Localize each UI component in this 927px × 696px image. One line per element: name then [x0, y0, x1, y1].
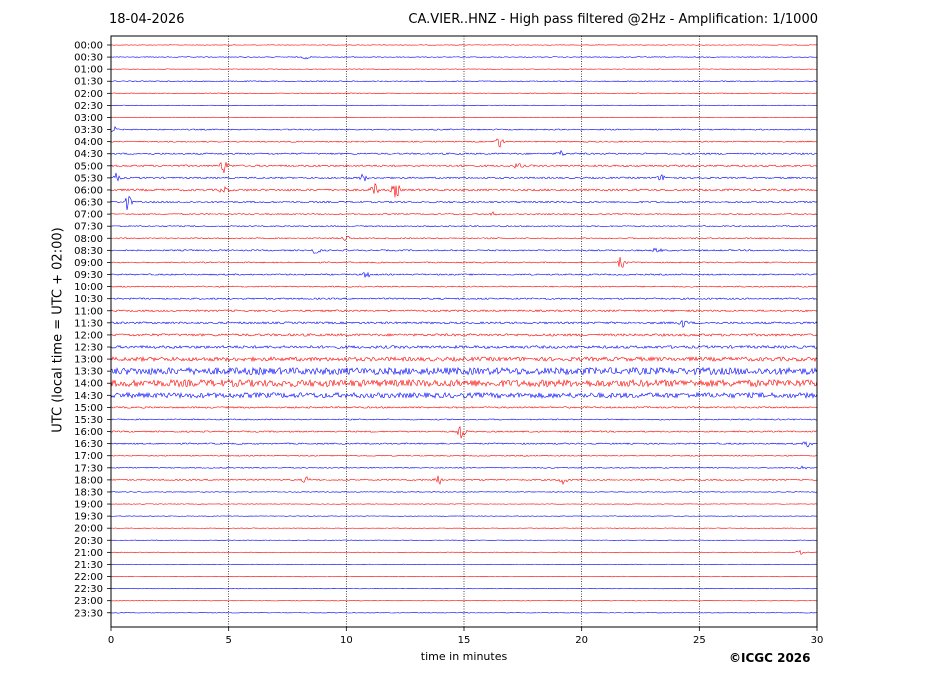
trace-row-0530	[110, 172, 818, 182]
trace-row-0400	[110, 138, 818, 148]
trace-row-2330	[110, 612, 818, 614]
y-tick-label: 21:30	[74, 560, 103, 571]
y-tick-label: 01:00	[74, 65, 103, 76]
y-tick-label: 22:30	[74, 584, 103, 595]
x-tick-label: 10	[340, 635, 353, 646]
trace-row-0030	[110, 55, 818, 60]
trace-row-0230	[110, 104, 818, 107]
trace-group	[110, 44, 818, 614]
y-tick-label: 19:30	[74, 512, 103, 523]
trace-row-1630	[110, 441, 818, 448]
trace-row-1400	[110, 378, 818, 388]
trace-row-1300	[110, 355, 818, 363]
trace-row-2300	[110, 600, 818, 602]
trace-row-0300	[110, 116, 818, 119]
y-tick-label: 13:30	[74, 367, 103, 378]
trace-row-0700	[110, 211, 818, 216]
y-tick-label: 19:00	[74, 500, 103, 511]
trace-row-1200	[110, 333, 818, 337]
y-tick-label: 11:00	[74, 306, 103, 317]
x-tick-label: 20	[575, 635, 588, 646]
y-tick-label: 05:00	[74, 161, 103, 172]
y-tick-label: 07:00	[74, 210, 103, 221]
trace-row-0830	[110, 247, 818, 254]
y-tick-label: 00:00	[74, 41, 103, 52]
y-tick-label: 00:30	[74, 53, 103, 64]
trace-row-0730	[110, 225, 818, 228]
y-tick-label: 09:00	[74, 258, 103, 269]
y-tick-label: 08:00	[74, 234, 103, 245]
y-tick-label: 15:00	[74, 403, 103, 414]
trace-row-0630	[110, 195, 818, 210]
trace-row-2000	[110, 527, 818, 529]
y-tick-label: 16:30	[74, 439, 103, 450]
y-tick-label: 04:00	[74, 137, 103, 148]
y-tick-label: 20:30	[74, 536, 103, 547]
y-tick-label: 23:00	[74, 596, 103, 607]
plot-frame	[110, 35, 818, 628]
vertical-gridlines	[228, 36, 700, 627]
date-label: 18-04-2026	[109, 12, 185, 27]
y-tick-label: 23:30	[74, 608, 103, 619]
y-tick-label: 10:00	[74, 282, 103, 293]
y-tick-label: 04:30	[74, 149, 103, 160]
trace-row-1230	[110, 344, 818, 350]
trace-row-1730	[110, 465, 818, 470]
y-tick-label: 03:30	[74, 125, 103, 136]
y-tick-label: 01:30	[74, 77, 103, 88]
y-tick-label: 10:30	[74, 294, 103, 305]
x-tick-group: 0 5 10 15 20 25 30	[108, 627, 824, 646]
x-tick-label: 30	[811, 635, 824, 646]
x-tick-label: 15	[458, 635, 471, 646]
trace-row-0000	[110, 44, 818, 46]
trace-row-0900	[110, 256, 818, 268]
y-tick-label: 20:00	[74, 524, 103, 535]
trace-row-1330	[110, 366, 818, 376]
y-tick-label: 16:00	[74, 427, 103, 438]
y-tick-label: 11:30	[74, 318, 103, 329]
x-tick-label: 25	[693, 635, 706, 646]
trace-row-0600	[110, 182, 818, 198]
y-tick-label: 17:30	[74, 463, 103, 474]
y-tick-label: 05:30	[74, 173, 103, 184]
y-tick-label: 08:30	[74, 246, 103, 257]
trace-row-0330	[110, 126, 818, 132]
y-tick-label: 06:00	[74, 185, 103, 196]
chart-title: CA.VIER..HNZ - High pass filtered @2Hz -…	[408, 12, 818, 27]
y-tick-label: 18:30	[74, 487, 103, 498]
y-tick-label: 13:00	[74, 355, 103, 366]
trace-row-1700	[110, 454, 818, 457]
copyright-label: ©ICGC 2026	[729, 651, 811, 665]
y-tick-label: 02:00	[74, 89, 103, 100]
x-tick-label: 5	[225, 635, 231, 646]
trace-row-0200	[110, 92, 818, 95]
y-tick-label: 12:30	[74, 343, 103, 354]
y-tick-label: 09:30	[74, 270, 103, 281]
y-tick-label: 02:30	[74, 101, 103, 112]
y-tick-label: 06:30	[74, 198, 103, 209]
y-tick-label: 21:00	[74, 548, 103, 559]
trace-row-0930	[110, 271, 818, 278]
y-tick-label: 03:00	[74, 113, 103, 124]
x-tick-label: 0	[108, 635, 114, 646]
trace-row-2100	[110, 549, 818, 555]
y-tick-label: 18:00	[74, 475, 103, 486]
y-tick-group: 00:0000:3001:0001:3002:0002:3003:0003:30…	[74, 41, 111, 619]
trace-row-1800	[110, 475, 818, 485]
y-tick-label: 15:30	[74, 415, 103, 426]
x-axis-label: time in minutes	[420, 650, 508, 663]
y-tick-label: 12:00	[74, 330, 103, 341]
y-tick-label: 17:00	[74, 451, 103, 462]
trace-row-1130	[110, 320, 818, 329]
trace-row-2030	[110, 539, 818, 541]
y-tick-label: 14:00	[74, 379, 103, 390]
y-tick-label: 07:30	[74, 222, 103, 233]
y-tick-label: 22:00	[74, 572, 103, 583]
trace-row-2130	[110, 563, 818, 566]
trace-row-1430	[110, 391, 818, 399]
y-tick-label: 14:30	[74, 391, 103, 402]
